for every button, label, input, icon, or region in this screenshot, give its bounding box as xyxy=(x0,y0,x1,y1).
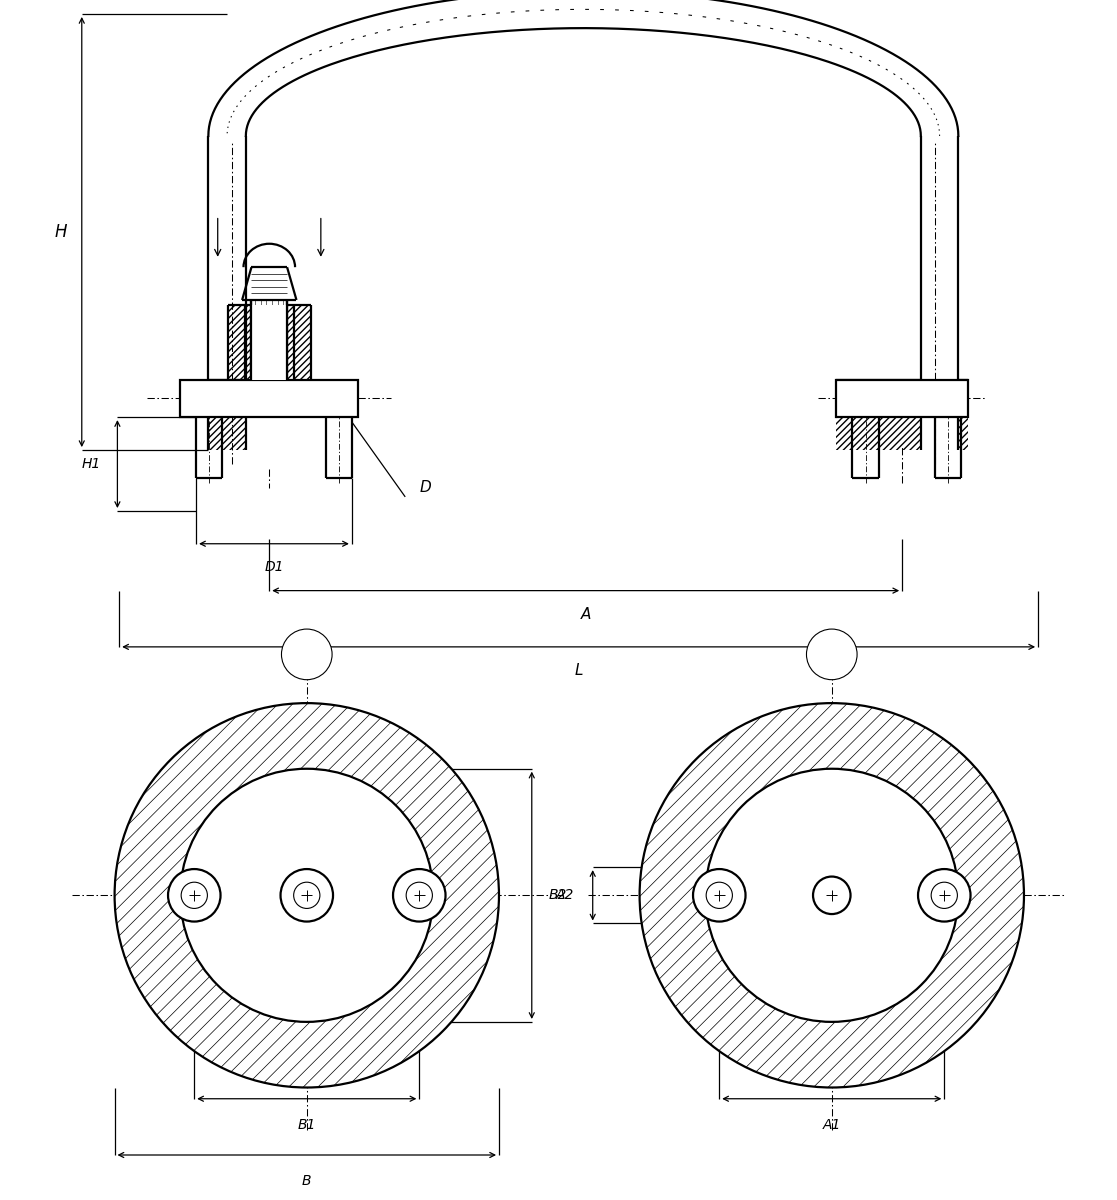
Text: D: D xyxy=(419,480,431,494)
Text: A: A xyxy=(581,606,591,622)
Bar xyxy=(209,379,246,450)
Bar xyxy=(251,305,287,379)
Text: A2: A2 xyxy=(555,888,574,902)
Circle shape xyxy=(393,869,446,922)
Circle shape xyxy=(407,882,432,908)
Ellipse shape xyxy=(180,769,433,1022)
Text: A1: A1 xyxy=(822,1118,841,1132)
Circle shape xyxy=(281,629,332,679)
Circle shape xyxy=(813,876,850,914)
Bar xyxy=(180,379,359,418)
Text: L: L xyxy=(574,662,583,678)
Text: B: B xyxy=(302,1175,312,1188)
Circle shape xyxy=(115,703,499,1087)
Circle shape xyxy=(280,869,333,922)
Bar xyxy=(228,305,311,379)
Circle shape xyxy=(640,703,1024,1087)
Bar xyxy=(837,379,920,450)
Circle shape xyxy=(932,882,957,908)
Ellipse shape xyxy=(705,769,958,1022)
Text: 1: 1 xyxy=(302,647,312,662)
Bar xyxy=(958,379,967,450)
Text: H1: H1 xyxy=(82,457,101,472)
Text: B2: B2 xyxy=(548,888,567,902)
Circle shape xyxy=(693,869,745,922)
Bar xyxy=(180,379,359,418)
Bar xyxy=(837,379,967,418)
Text: B1: B1 xyxy=(297,1118,316,1132)
Text: D1: D1 xyxy=(265,560,284,574)
Text: H: H xyxy=(55,223,67,241)
Circle shape xyxy=(706,882,733,908)
Text: 2: 2 xyxy=(827,647,837,662)
Circle shape xyxy=(168,869,220,922)
Circle shape xyxy=(918,869,971,922)
Circle shape xyxy=(294,882,319,908)
Circle shape xyxy=(806,629,857,679)
Bar xyxy=(837,379,967,418)
Circle shape xyxy=(181,882,208,908)
